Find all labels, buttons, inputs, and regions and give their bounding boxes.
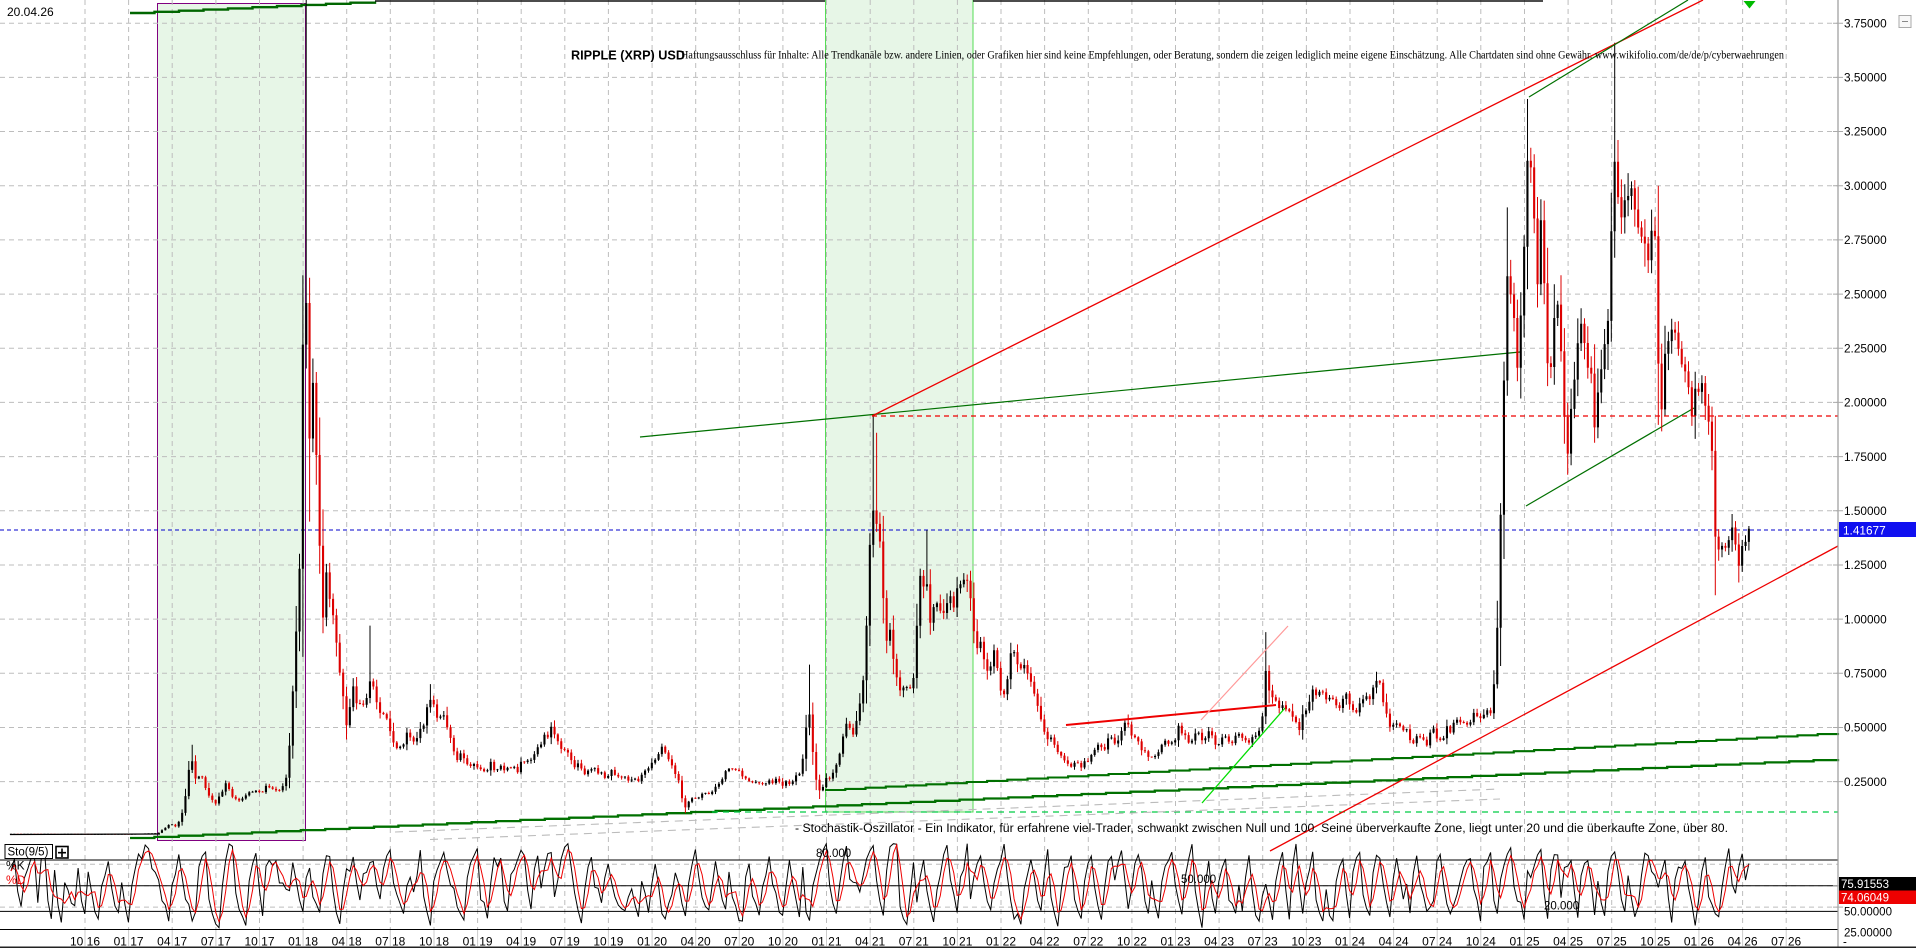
svg-text:3.25000: 3.25000 bbox=[1844, 125, 1887, 139]
svg-text:01 21: 01 21 bbox=[811, 935, 841, 948]
svg-text:04 23: 04 23 bbox=[1204, 935, 1234, 948]
svg-text:0.25000: 0.25000 bbox=[1844, 775, 1887, 789]
svg-text:01 18: 01 18 bbox=[288, 935, 318, 948]
svg-text:0.75000: 0.75000 bbox=[1844, 667, 1887, 681]
svg-text:10 22: 10 22 bbox=[1117, 935, 1147, 948]
svg-text:01 24: 01 24 bbox=[1335, 935, 1365, 948]
svg-text:0.50000: 0.50000 bbox=[1844, 721, 1887, 735]
svg-text:2.75000: 2.75000 bbox=[1844, 233, 1887, 247]
svg-text:3.50000: 3.50000 bbox=[1844, 71, 1887, 85]
svg-text:1.75000: 1.75000 bbox=[1844, 450, 1887, 464]
svg-text:04 17: 04 17 bbox=[157, 935, 187, 948]
svg-text:%D: %D bbox=[6, 873, 26, 887]
svg-text:Haftungsausschluss für Inhalte: Haftungsausschluss für Inhalte: Alle Tre… bbox=[681, 50, 1784, 62]
svg-text:04 22: 04 22 bbox=[1030, 935, 1060, 948]
svg-text:1.50000: 1.50000 bbox=[1844, 504, 1887, 518]
svg-text:07 25: 07 25 bbox=[1597, 935, 1627, 948]
svg-text:20.000: 20.000 bbox=[1544, 901, 1579, 913]
svg-text:3.75000: 3.75000 bbox=[1844, 16, 1887, 30]
svg-text:Sto(9/5): Sto(9/5) bbox=[8, 847, 49, 859]
svg-text:-: - bbox=[1843, 937, 1847, 948]
svg-text:80.000: 80.000 bbox=[816, 848, 851, 860]
svg-text:2.25000: 2.25000 bbox=[1844, 341, 1887, 355]
svg-text:01 17: 01 17 bbox=[114, 935, 144, 948]
svg-text:10 17: 10 17 bbox=[244, 935, 274, 948]
svg-text:10 25: 10 25 bbox=[1640, 935, 1670, 948]
svg-text:04 25: 04 25 bbox=[1553, 935, 1583, 948]
svg-text:07 21: 07 21 bbox=[899, 935, 929, 948]
svg-text:3.00000: 3.00000 bbox=[1844, 179, 1887, 193]
svg-text:25.00000: 25.00000 bbox=[1844, 928, 1892, 940]
svg-text:07 24: 07 24 bbox=[1422, 935, 1452, 948]
svg-text:%K: %K bbox=[6, 859, 25, 873]
svg-text:RIPPLE (XRP) USD: RIPPLE (XRP) USD bbox=[571, 49, 685, 63]
svg-text:01 26: 01 26 bbox=[1684, 935, 1714, 948]
svg-text:04 18: 04 18 bbox=[332, 935, 362, 948]
svg-text:10 20: 10 20 bbox=[768, 935, 798, 948]
svg-text:07 26: 07 26 bbox=[1771, 935, 1801, 948]
svg-text:07 20: 07 20 bbox=[724, 935, 754, 948]
svg-text:07 18: 07 18 bbox=[375, 935, 405, 948]
svg-text:- Stochastik-Oszillator - Ein: - Stochastik-Oszillator - Ein Indikator,… bbox=[795, 821, 1728, 835]
svg-text:07 19: 07 19 bbox=[550, 935, 580, 948]
svg-text:01 22: 01 22 bbox=[986, 935, 1016, 948]
svg-text:50.000: 50.000 bbox=[1181, 874, 1216, 886]
svg-text:2.50000: 2.50000 bbox=[1844, 287, 1887, 301]
svg-text:75.91553: 75.91553 bbox=[1841, 879, 1889, 891]
svg-text:01 23: 01 23 bbox=[1160, 935, 1190, 948]
svg-text:07 23: 07 23 bbox=[1248, 935, 1278, 948]
svg-text:10 18: 10 18 bbox=[419, 935, 449, 948]
svg-text:07 22: 07 22 bbox=[1073, 935, 1103, 948]
svg-text:1.41677: 1.41677 bbox=[1843, 524, 1886, 538]
svg-text:2.00000: 2.00000 bbox=[1844, 396, 1887, 410]
svg-text:10 19: 10 19 bbox=[593, 935, 623, 948]
svg-text:1.00000: 1.00000 bbox=[1844, 612, 1887, 626]
svg-text:10 21: 10 21 bbox=[942, 935, 972, 948]
svg-text:04 26: 04 26 bbox=[1728, 935, 1758, 948]
svg-text:74.06049: 74.06049 bbox=[1841, 893, 1889, 905]
svg-text:04 20: 04 20 bbox=[681, 935, 711, 948]
svg-text:01 20: 01 20 bbox=[637, 935, 667, 948]
svg-text:10 23: 10 23 bbox=[1291, 935, 1321, 948]
svg-text:04 21: 04 21 bbox=[855, 935, 885, 948]
svg-text:04 19: 04 19 bbox=[506, 935, 536, 948]
svg-text:07 17: 07 17 bbox=[201, 935, 231, 948]
svg-text:10 24: 10 24 bbox=[1466, 935, 1496, 948]
svg-text:50.00000: 50.00000 bbox=[1844, 907, 1892, 919]
svg-text:01 19: 01 19 bbox=[463, 935, 493, 948]
svg-text:04 24: 04 24 bbox=[1379, 935, 1409, 948]
svg-text:01 25: 01 25 bbox=[1509, 935, 1539, 948]
svg-text:20.04.26: 20.04.26 bbox=[7, 5, 54, 19]
svg-text:1.25000: 1.25000 bbox=[1844, 558, 1887, 572]
svg-text:10 16: 10 16 bbox=[70, 935, 100, 948]
